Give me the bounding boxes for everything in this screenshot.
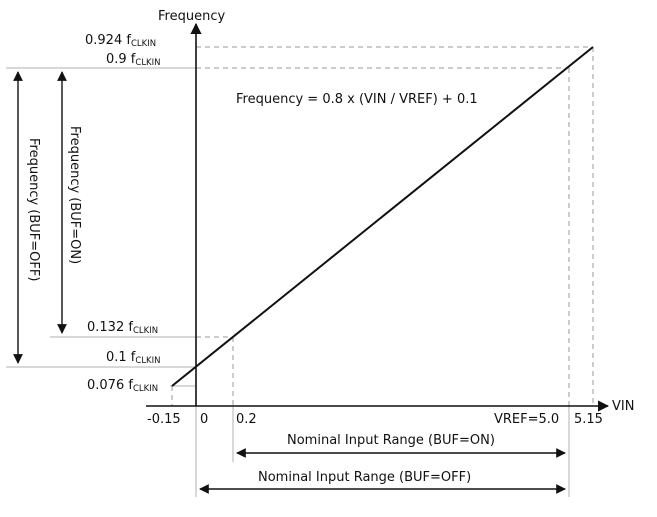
y-label-0132: 0.132 fCLKIN	[87, 320, 158, 336]
y-label-09: 0.9 fCLKIN	[106, 52, 161, 68]
x-label-02: 0.2	[236, 412, 257, 427]
x-label-vref: VREF=5.0	[494, 412, 559, 427]
buf-on-range-label: Frequency (BUF=ON)	[67, 126, 82, 264]
y-axis-title: Frequency	[158, 9, 225, 24]
y-label-0076: 0.076 fCLKIN	[87, 378, 158, 394]
y-label-01: 0.1 fCLKIN	[106, 350, 161, 366]
nominal-off-range-label: Nominal Input Range (BUF=OFF)	[258, 470, 471, 485]
x-label-zero: 0	[200, 412, 208, 427]
x-axis-title: VIN	[612, 399, 634, 414]
x-label-neg015: -0.15	[147, 412, 181, 427]
nominal-on-range-label: Nominal Input Range (BUF=ON)	[287, 433, 495, 448]
buf-off-range-label: Frequency (BUF=OFF)	[26, 138, 41, 281]
transfer-line	[171, 46, 594, 387]
y-label-0924: 0.924 fCLKIN	[85, 33, 156, 49]
equation-label: Frequency = 0.8 x (VIN / VREF) + 0.1	[236, 92, 478, 107]
x-label-515: 5.15	[574, 412, 603, 427]
dashed-projections	[171, 46, 594, 406]
